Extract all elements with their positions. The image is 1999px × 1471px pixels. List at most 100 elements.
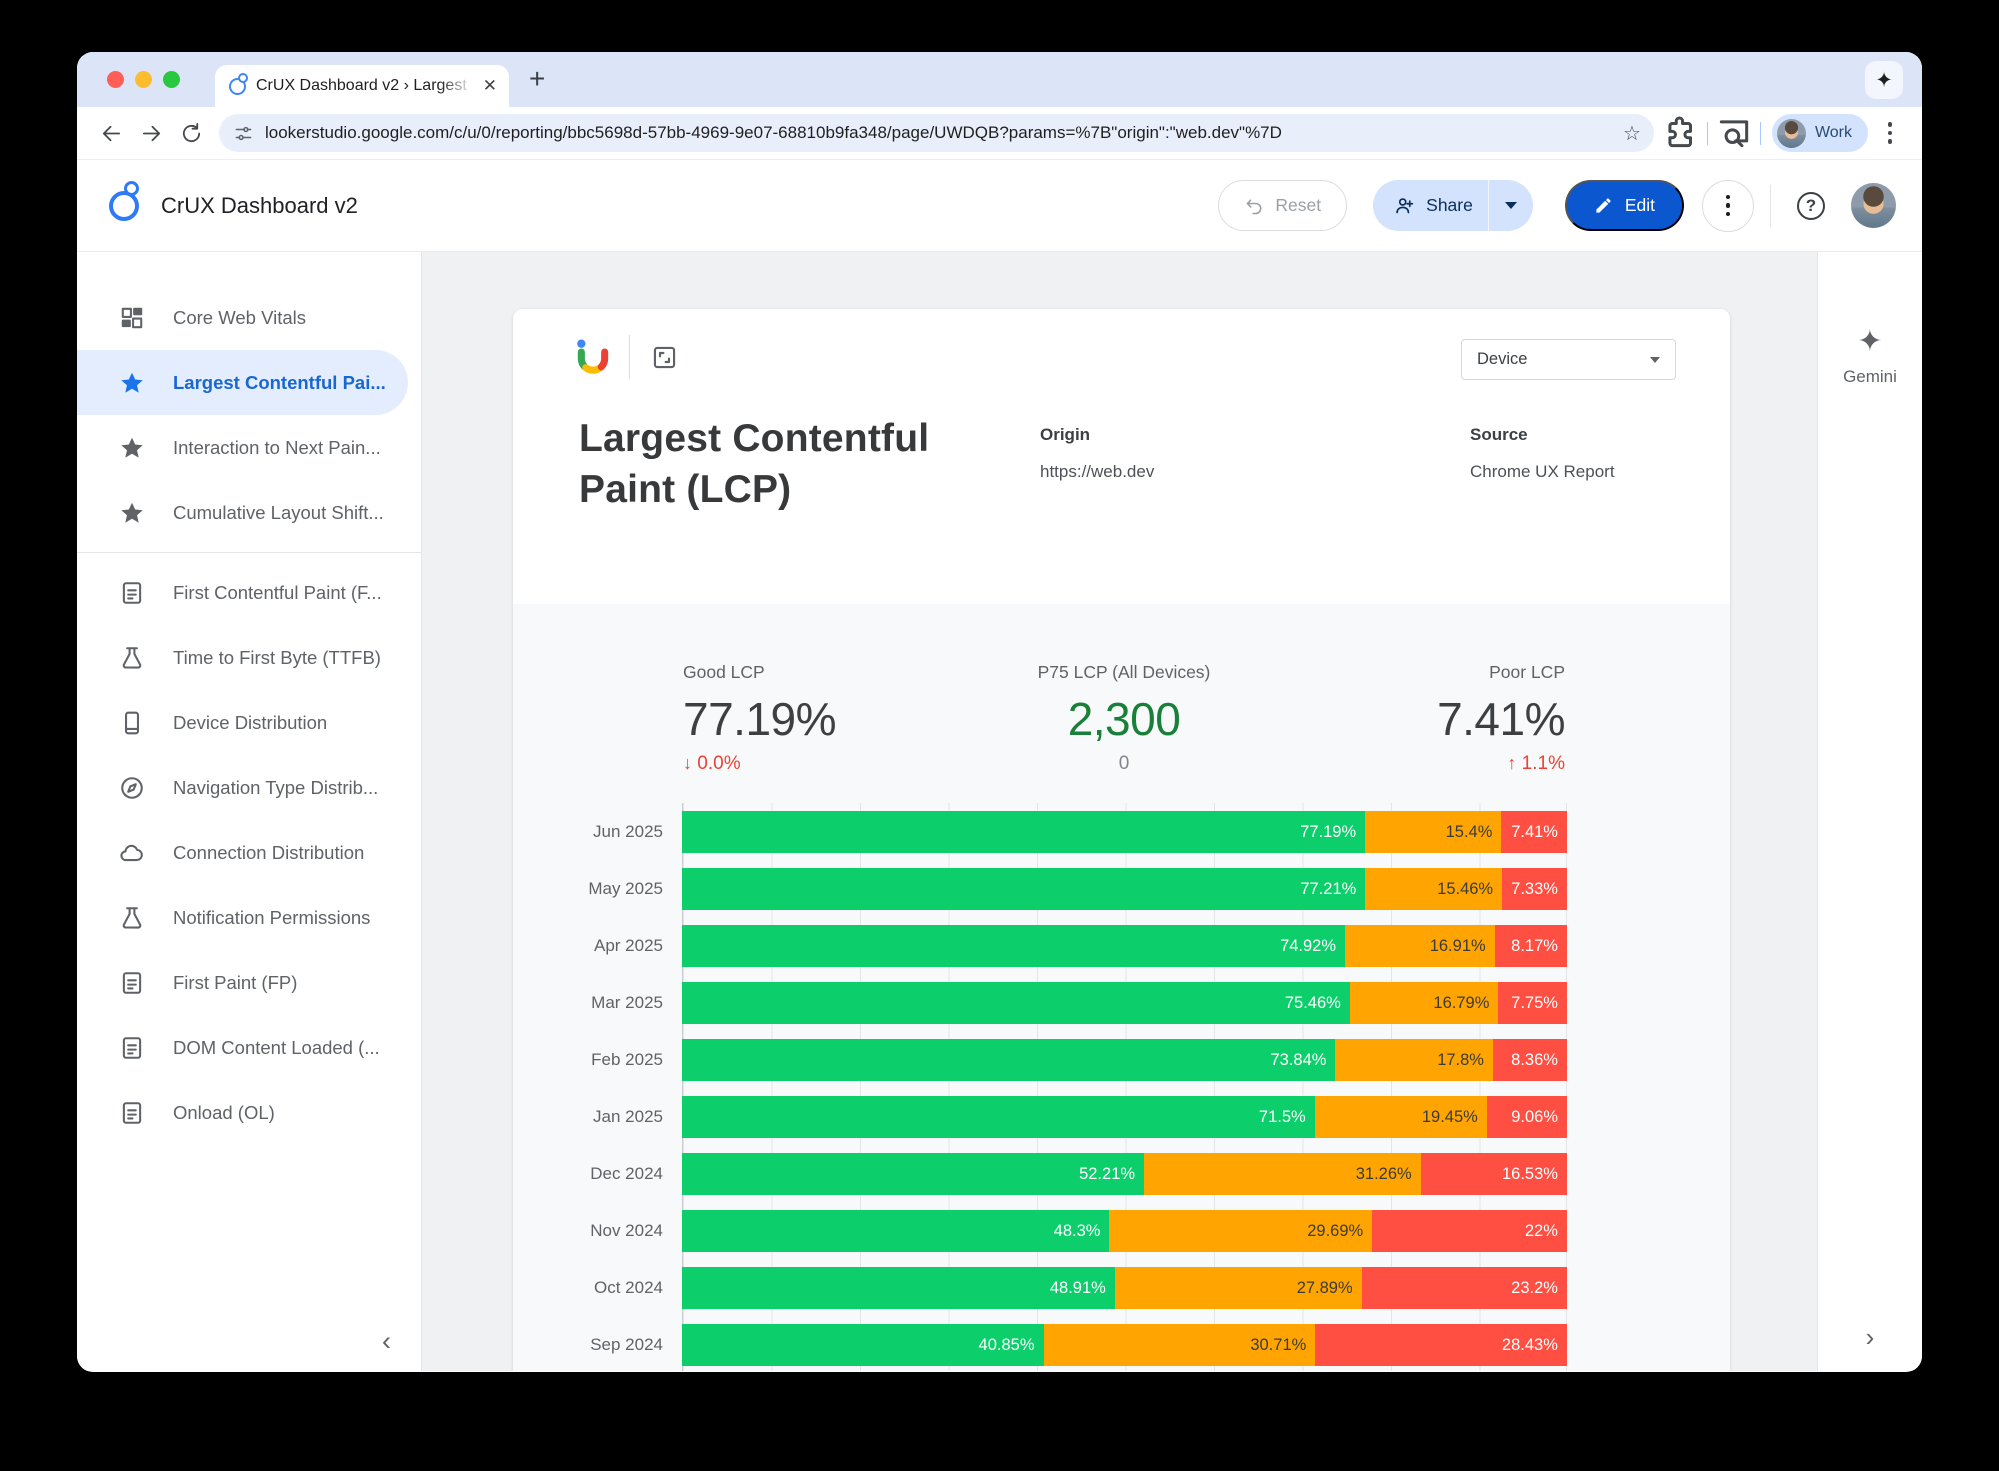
stacked-bar[interactable]: 73.84% 17.8% 8.36%: [682, 1039, 1567, 1081]
stacked-bar[interactable]: 77.19% 15.4% 7.41%: [682, 811, 1567, 853]
bar-segment-poor[interactable]: 22%: [1372, 1210, 1567, 1252]
sidebar-item[interactable]: Core Web Vitals: [77, 285, 421, 350]
zoom-window-button[interactable]: [163, 71, 180, 88]
bar-segment-poor[interactable]: 8.17%: [1494, 925, 1567, 967]
bar-segment-needs-improvement[interactable]: 19.45%: [1314, 1096, 1487, 1138]
stacked-bar[interactable]: 48.3% 29.69% 22%: [682, 1210, 1567, 1252]
account-avatar[interactable]: [1851, 183, 1896, 228]
chart-row: Apr 2025 74.92% 16.91% 8.17%: [532, 925, 1730, 967]
expand-panel-chevron-right-icon[interactable]: ›: [1865, 1322, 1875, 1352]
extensions-icon[interactable]: [1662, 114, 1700, 152]
sidebar-item-label: Navigation Type Distrib...: [173, 776, 379, 798]
bar-segment-value: 29.69%: [1307, 1221, 1364, 1240]
sidebar-item[interactable]: Interaction to Next Pain...: [77, 415, 421, 480]
flask-icon: [119, 905, 145, 931]
share-dropdown-icon[interactable]: [1489, 202, 1533, 209]
browser-menu-icon[interactable]: [1872, 115, 1908, 151]
gemini-sparkle-icon[interactable]: ✦: [1857, 325, 1883, 358]
bar-segment-good[interactable]: 75.46%: [682, 982, 1350, 1024]
sidebar-item-label: First Paint (FP): [173, 971, 298, 993]
bar-segment-poor[interactable]: 28.43%: [1315, 1324, 1567, 1366]
bar-segment-needs-improvement[interactable]: 17.8%: [1335, 1039, 1493, 1081]
sidebar-item[interactable]: First Paint (FP): [77, 950, 421, 1015]
minimize-window-button[interactable]: [135, 71, 152, 88]
side-panel-search-icon[interactable]: [1715, 114, 1753, 152]
stacked-bar[interactable]: 52.21% 31.26% 16.53%: [682, 1153, 1567, 1195]
bar-segment-good[interactable]: 77.19%: [682, 811, 1366, 853]
bar-segment-needs-improvement[interactable]: 15.46%: [1365, 868, 1503, 910]
star-icon: [119, 500, 145, 526]
fit-to-screen-icon[interactable]: [651, 344, 678, 371]
tab-close-icon[interactable]: ✕: [482, 76, 497, 95]
bar-segment-good[interactable]: 40.85%: [682, 1324, 1044, 1366]
forward-icon[interactable]: [131, 113, 171, 153]
sidebar-item[interactable]: Time to First Byte (TTFB): [77, 625, 421, 690]
reset-button[interactable]: Reset: [1218, 180, 1348, 231]
address-bar[interactable]: lookerstudio.google.com/c/u/0/reporting/…: [219, 114, 1654, 152]
stacked-bar[interactable]: 40.85% 30.71% 28.43%: [682, 1324, 1567, 1366]
more-options-icon[interactable]: [1702, 179, 1754, 232]
bar-segment-value: 28.43%: [1501, 1335, 1558, 1354]
stacked-bar[interactable]: 74.92% 16.91% 8.17%: [682, 925, 1567, 967]
bar-segment-needs-improvement[interactable]: 29.69%: [1109, 1210, 1373, 1252]
stacked-bar[interactable]: 77.21% 15.46% 7.33%: [682, 868, 1567, 910]
sidebar-item[interactable]: Onload (OL): [77, 1080, 421, 1145]
share-button[interactable]: Share: [1373, 180, 1533, 231]
collapse-sidebar-chevron-left-icon[interactable]: ‹: [382, 1326, 391, 1356]
bar-segment-good[interactable]: 77.21%: [682, 868, 1366, 910]
bar-segment-poor[interactable]: 9.06%: [1486, 1096, 1567, 1138]
stacked-bar[interactable]: 48.91% 27.89% 23.2%: [682, 1267, 1567, 1309]
bar-segment-needs-improvement[interactable]: 30.71%: [1043, 1324, 1316, 1366]
new-tab-button[interactable]: +: [529, 63, 546, 94]
bar-segment-needs-improvement[interactable]: 16.91%: [1345, 925, 1495, 967]
sidebar-item[interactable]: Navigation Type Distrib...: [77, 755, 421, 820]
bar-segment-good[interactable]: 73.84%: [682, 1039, 1336, 1081]
stacked-bar[interactable]: 71.5% 19.45% 9.06%: [682, 1096, 1567, 1138]
window-controls[interactable]: [107, 71, 180, 88]
sidebar-item[interactable]: Largest Contentful Pai...: [77, 350, 408, 415]
edit-button[interactable]: Edit: [1564, 180, 1684, 231]
bar-segment-needs-improvement[interactable]: 31.26%: [1144, 1153, 1421, 1195]
close-window-button[interactable]: [107, 71, 124, 88]
stacked-bar[interactable]: 75.46% 16.79% 7.75%: [682, 982, 1567, 1024]
browser-window: CrUX Dashboard v2 › Largest ✕ + ✦ looker…: [77, 52, 1922, 1372]
back-icon[interactable]: [91, 113, 131, 153]
bar-segment-poor[interactable]: 16.53%: [1420, 1153, 1567, 1195]
chart-row-label: Jan 2025: [593, 1107, 663, 1126]
bar-segment-good[interactable]: 74.92%: [682, 925, 1346, 967]
profile-chip[interactable]: Work: [1771, 114, 1868, 152]
bar-segment-needs-improvement[interactable]: 16.79%: [1349, 982, 1499, 1024]
sidebar-item[interactable]: First Contentful Paint (F...: [77, 560, 421, 625]
site-settings-icon[interactable]: [234, 124, 253, 143]
sidebar-item[interactable]: Device Distribution: [77, 690, 421, 755]
bar-segment-good[interactable]: 71.5%: [682, 1096, 1315, 1138]
bar-segment-poor[interactable]: 23.2%: [1361, 1267, 1567, 1309]
bar-segment-poor[interactable]: 8.36%: [1492, 1039, 1567, 1081]
url-text[interactable]: lookerstudio.google.com/c/u/0/reporting/…: [265, 123, 1282, 142]
bar-segment-good[interactable]: 48.91%: [682, 1267, 1115, 1309]
bar-segment-poor[interactable]: 7.75%: [1498, 982, 1567, 1024]
sidebar-item-label: DOM Content Loaded (...: [173, 1036, 380, 1058]
reload-icon[interactable]: [171, 113, 211, 153]
browser-tab[interactable]: CrUX Dashboard v2 › Largest ✕: [215, 65, 509, 107]
chart-row-label: Nov 2024: [590, 1221, 663, 1240]
device-filter-dropdown[interactable]: Device: [1461, 339, 1676, 380]
gemini-label: Gemini: [1843, 367, 1897, 386]
bar-segment-poor[interactable]: 7.41%: [1501, 811, 1567, 853]
sidebar-item[interactable]: Notification Permissions: [77, 885, 421, 950]
bar-segment-good[interactable]: 52.21%: [682, 1153, 1145, 1195]
browser-ai-sparkle-icon[interactable]: ✦: [1865, 61, 1903, 99]
crux-logo-icon: [109, 180, 139, 221]
sidebar-item[interactable]: Cumulative Layout Shift...: [77, 480, 421, 545]
app-header: CrUX Dashboard v2 Reset Share: [77, 160, 1922, 252]
sidebar-item-label: First Contentful Paint (F...: [173, 581, 382, 603]
bar-segment-needs-improvement[interactable]: 27.89%: [1114, 1267, 1362, 1309]
bar-segment-poor[interactable]: 7.33%: [1502, 868, 1567, 910]
bar-segment-good[interactable]: 48.3%: [682, 1210, 1110, 1252]
sidebar-item[interactable]: Connection Distribution: [77, 820, 421, 885]
bar-segment-needs-improvement[interactable]: 15.4%: [1365, 811, 1502, 853]
flask-icon: [119, 645, 145, 671]
help-icon[interactable]: ?: [1797, 191, 1825, 220]
bookmark-star-icon[interactable]: ☆: [1622, 122, 1641, 145]
sidebar-item[interactable]: DOM Content Loaded (...: [77, 1015, 421, 1080]
